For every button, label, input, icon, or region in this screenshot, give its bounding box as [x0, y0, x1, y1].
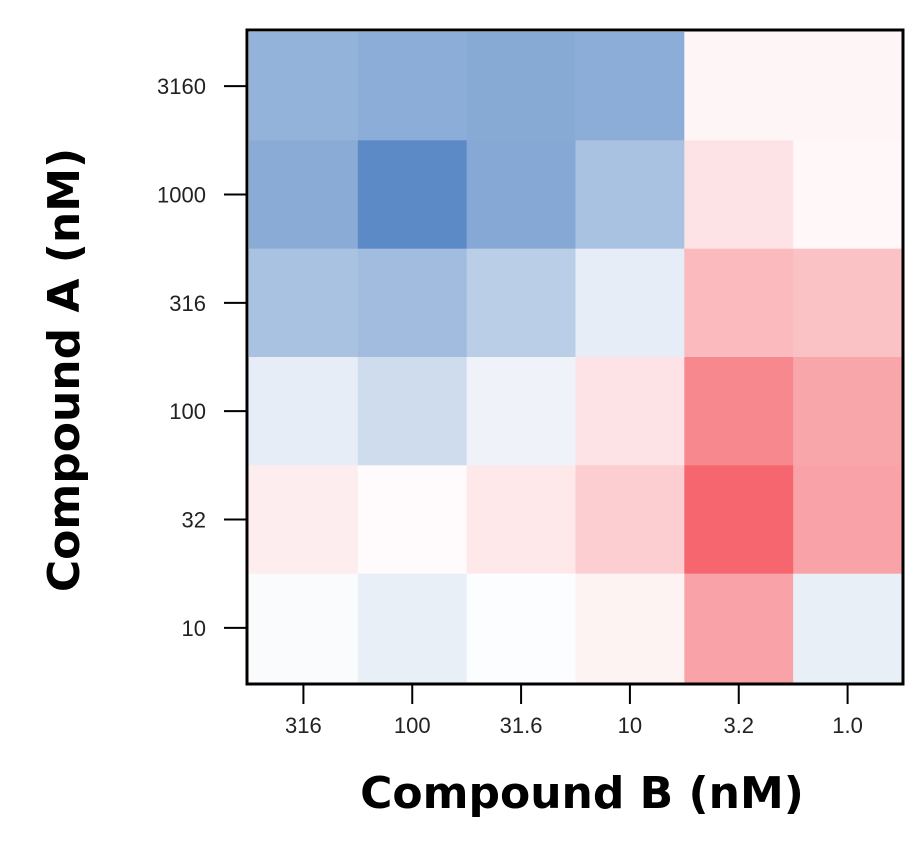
heatmap-cell — [793, 465, 903, 575]
heatmap-cell — [575, 248, 685, 358]
heatmap-cell — [793, 248, 903, 358]
heatmap-cell — [793, 140, 903, 250]
heatmap-cell — [575, 357, 685, 466]
x-tick-label: 1.0 — [832, 713, 863, 738]
heatmap-cell — [357, 357, 468, 466]
heatmap-cell — [466, 248, 577, 358]
heatmap-cell — [466, 32, 577, 141]
y-tick-label: 100 — [169, 399, 206, 424]
x-axis-ticks: 316 100 31.6 10 3.2 1.0 — [285, 684, 863, 738]
heatmap-cell — [466, 140, 577, 250]
heatmap-cell — [249, 465, 359, 575]
heatmap-cell — [466, 465, 577, 575]
heatmap-cell — [357, 573, 468, 683]
heatmap-cell — [684, 140, 794, 250]
heatmap-cell — [357, 248, 468, 358]
plot-frame — [245, 28, 905, 686]
x-tick-label: 31.6 — [500, 713, 543, 738]
y-axis-ticks: 3160 1000 316 100 32 10 — [157, 74, 247, 641]
heatmap-cell — [249, 140, 359, 250]
heatmap-cell — [466, 357, 577, 466]
heatmap-cell — [684, 357, 794, 466]
x-axis-title: Compound B (nM) — [360, 768, 804, 819]
heatmap-cell — [357, 140, 468, 250]
heatmap-cell — [793, 573, 903, 683]
heatmap-cell — [249, 357, 359, 466]
heatmap-cell — [684, 248, 794, 358]
heatmap-cell — [466, 573, 577, 683]
y-tick-label: 1000 — [157, 183, 206, 208]
heatmap-cell — [575, 140, 685, 250]
heatmap-cell — [357, 32, 468, 141]
heatmap-cell — [684, 573, 794, 683]
heatmap-cell — [684, 465, 794, 575]
heatmap-cell — [793, 357, 903, 466]
y-tick-label: 3160 — [157, 74, 206, 99]
heatmap-cell — [249, 573, 359, 683]
x-tick-label: 100 — [394, 713, 431, 738]
heatmap-cell — [793, 32, 903, 141]
heatmap-cell — [575, 465, 685, 575]
heatmap-cell — [249, 248, 359, 358]
x-tick-label: 10 — [618, 713, 642, 738]
heatmap-cell — [575, 32, 685, 141]
heatmap-cell — [357, 465, 468, 575]
x-tick-label: 316 — [285, 713, 322, 738]
y-tick-label: 316 — [169, 291, 206, 316]
x-tick-label: 3.2 — [723, 713, 754, 738]
heatmap-cells — [249, 32, 903, 683]
heatmap-cell — [684, 32, 794, 141]
y-tick-label: 10 — [182, 616, 206, 641]
heatmap-cell — [575, 573, 685, 683]
y-tick-label: 32 — [182, 508, 206, 533]
heatmap-cell — [249, 32, 359, 141]
y-axis-title: Compound A (nM) — [39, 148, 90, 592]
